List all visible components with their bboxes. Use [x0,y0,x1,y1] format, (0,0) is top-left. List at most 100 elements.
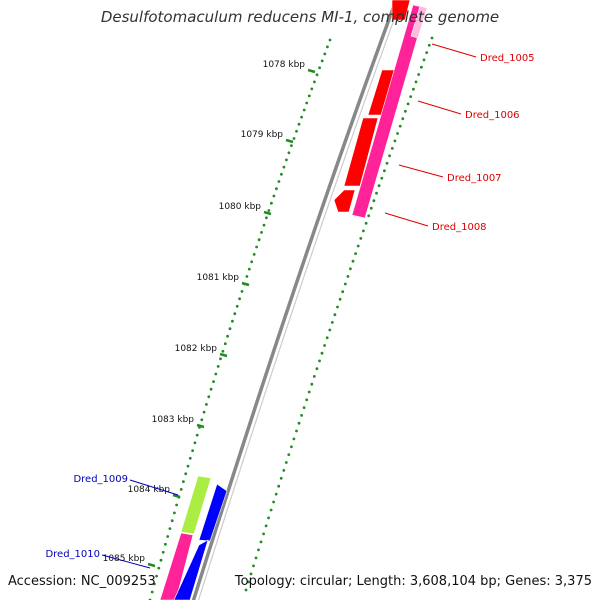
track-dot [414,80,418,84]
track-dot [320,351,324,355]
track-dot [297,421,301,425]
track-dot [393,139,397,143]
gene-label[interactable]: Dred_1005 [480,53,535,64]
track-dot [315,367,319,371]
track-dot [302,108,306,112]
track-dot [284,461,288,464]
track-dot [265,216,268,220]
tick-dots [148,36,434,600]
track-dot [259,540,263,544]
track-dot [375,191,378,195]
track-dot [274,492,278,496]
track-dot [318,66,321,70]
kbp-tick-mark [172,493,181,499]
track-dot [240,290,244,293]
track-dot [417,73,421,76]
track-dot [175,503,179,507]
gene-leader-line [384,212,429,227]
gene-leader-line [101,554,151,569]
track-dot [292,437,296,441]
track-dot [272,194,276,198]
track-dot [161,550,165,554]
track-dot [245,275,249,278]
gene-leader-line [431,43,477,58]
gene-label[interactable]: Dred_1006 [465,110,520,121]
gene-label[interactable]: Dred_1009 [73,474,128,485]
gene-feature [173,539,209,600]
track-dot [238,297,242,301]
track-dot [390,147,394,150]
kbp-tick-mark [263,210,272,216]
track-dot [290,445,293,449]
kbp-tick-label: 1085 kbp [103,554,146,564]
kbp-tick-label: 1081 kbp [197,273,240,283]
track-dot [228,327,232,331]
gene-label[interactable]: Dred_1007 [447,173,502,184]
track-dot [184,472,188,476]
gene-feature [333,189,356,213]
track-dot [214,372,218,376]
track-dot [182,480,185,483]
track-dot [287,453,291,456]
track-dot [179,488,183,491]
track-dot [430,36,434,40]
track-dot [295,429,298,433]
track-dot [336,305,339,309]
track-dot [385,161,389,165]
track-dot [398,124,402,128]
backbone-arc-light [197,0,402,600]
track-dot [362,229,365,233]
track-dot [290,144,293,148]
gene-leader-line [129,479,179,496]
track-dot [364,221,368,225]
kbp-tick-mark [307,68,316,74]
track-dot [254,556,258,560]
track-dot [275,187,278,191]
track-dot [422,58,426,62]
track-dot [186,464,190,468]
track-dot [255,245,258,249]
kbp-tick-mark [196,423,205,429]
kbp-tick-label: 1080 kbp [219,202,262,212]
track-dot [235,304,239,308]
track-dot [202,410,206,414]
kbp-tick-label: 1082 kbp [175,344,218,354]
track-dot [231,319,234,323]
track-dot [307,390,311,394]
gene-label[interactable]: Dred_1010 [45,549,100,560]
accession-text: Accession: NC_009253 [8,574,156,589]
track-dot [380,176,384,180]
track-dot [401,117,405,121]
track-dot [170,519,174,523]
gene-label[interactable]: Dred_1008 [432,222,487,233]
track-dot [212,380,215,383]
track-dot [307,94,311,98]
gene-feature [343,117,379,187]
track-dot [279,476,283,480]
track-dot [257,548,260,552]
track-dot [280,172,283,176]
track-dot [420,65,423,69]
track-dot [221,349,225,353]
track-dot [341,290,345,294]
gene-features [159,0,428,600]
track-dot [354,252,357,256]
track-dot [312,375,316,378]
track-dot [346,275,350,278]
gene-feature [410,5,428,39]
track-dot [305,101,309,105]
track-dot [412,87,415,91]
kbp-tick-label: 1078 kbp [263,60,306,70]
track-dot [406,102,410,106]
track-dot [287,151,291,155]
track-dot [323,344,326,347]
track-dot [409,95,413,98]
track-dot [297,122,301,126]
track-dot [247,267,251,271]
track-dot [205,403,208,406]
track-dot [427,43,431,47]
track-dot [356,244,360,248]
track-dot [260,231,263,234]
track-dot [328,328,332,332]
track-dot [257,238,261,242]
